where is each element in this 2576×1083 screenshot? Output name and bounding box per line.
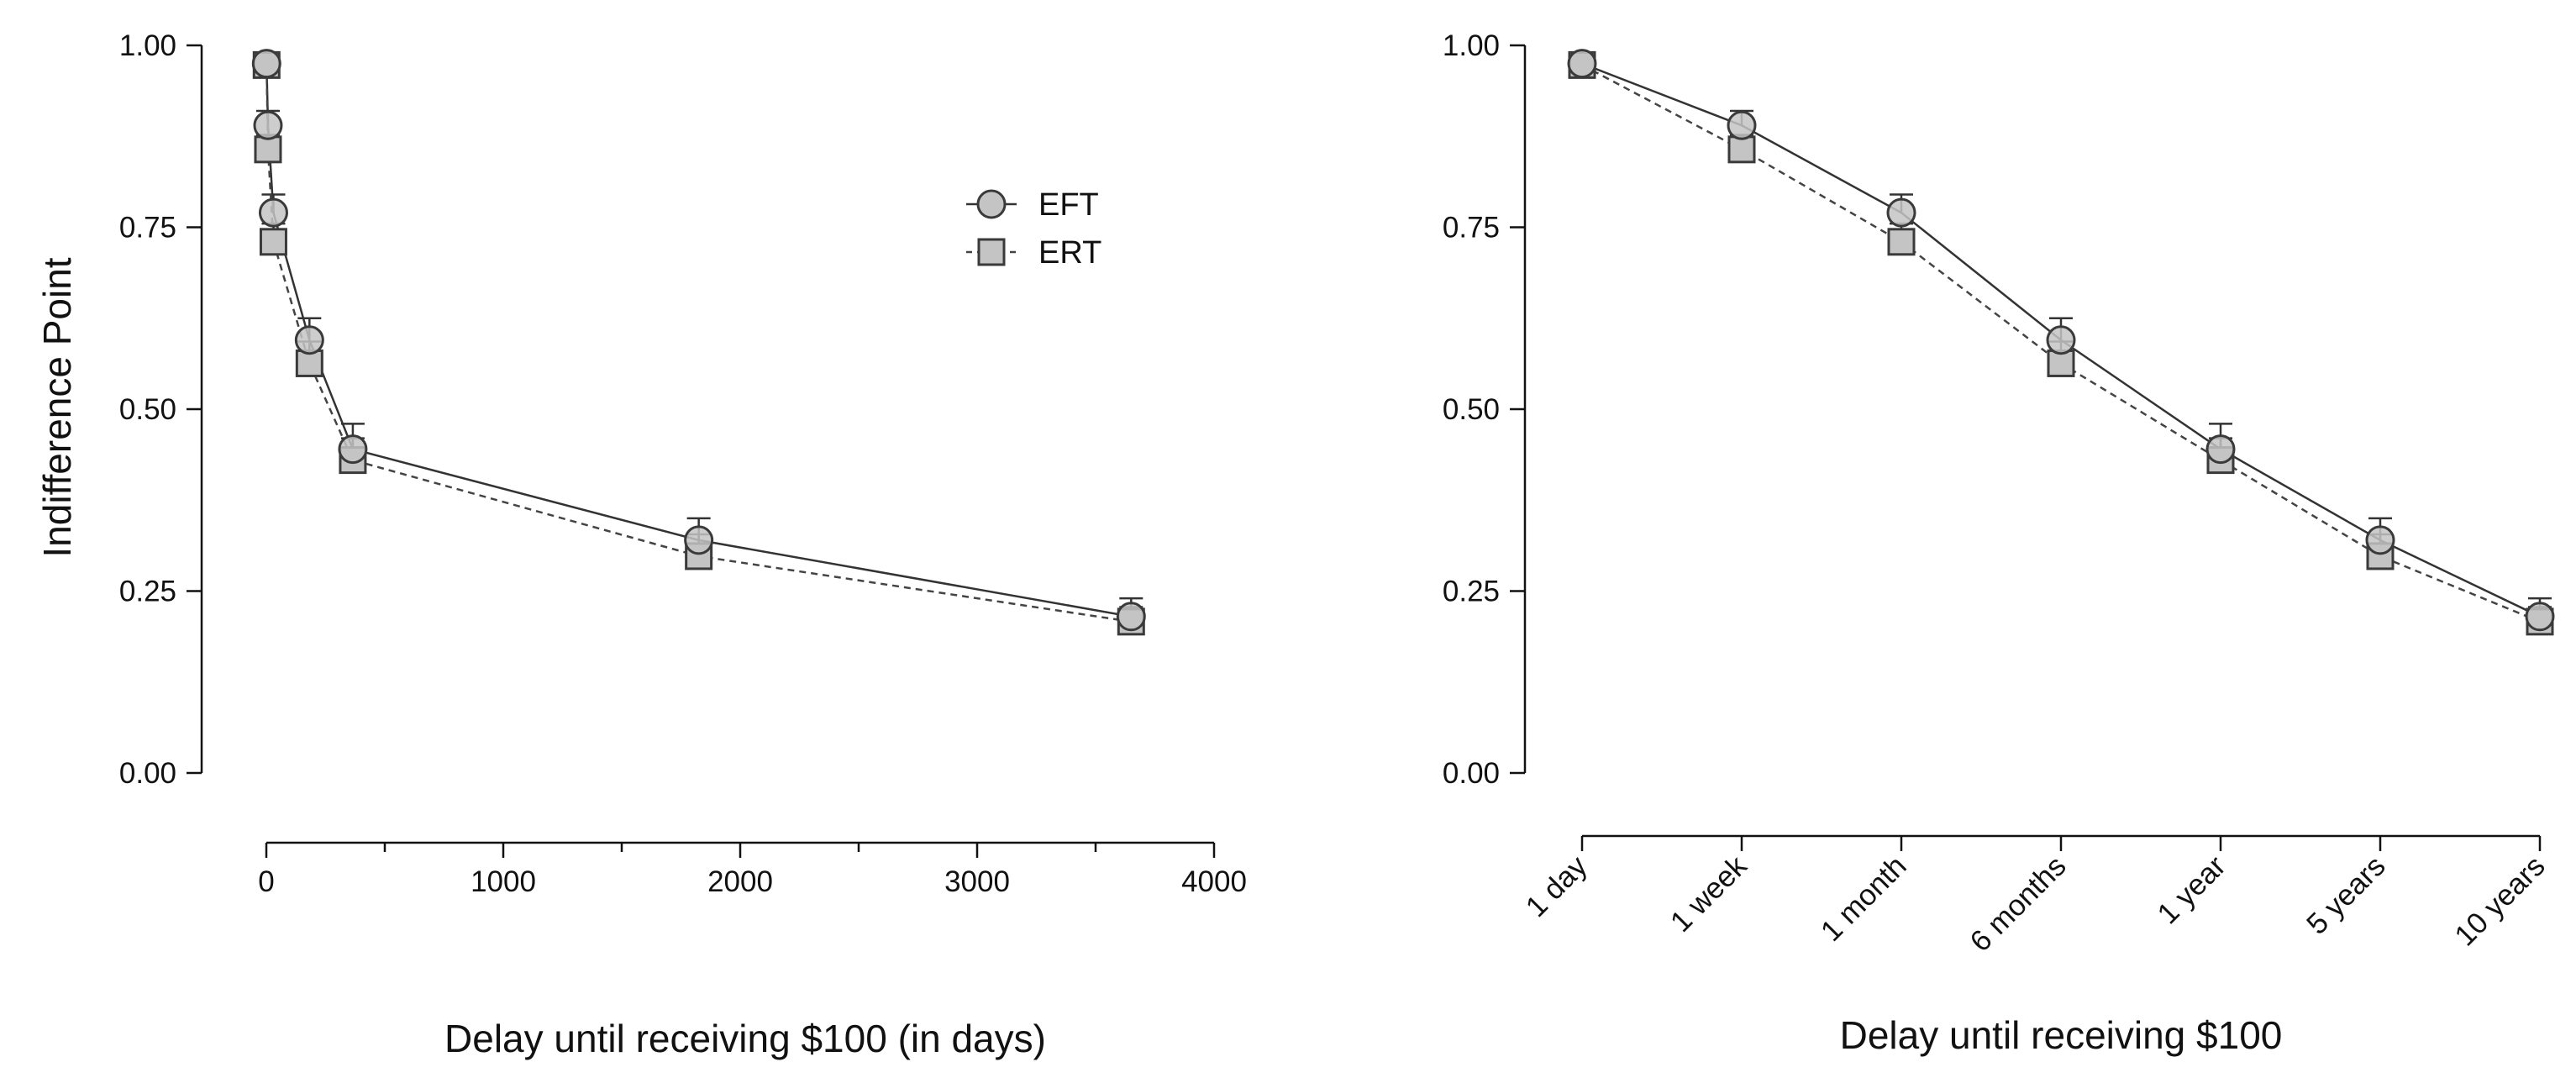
y-tick-label: 0.25 [119, 576, 176, 608]
data-point-eft [2525, 602, 2555, 632]
data-point-eft [1886, 197, 1916, 228]
y-tick-label: 0.00 [1443, 757, 1500, 790]
legend-label-ert: ERT [1038, 235, 1101, 271]
data-point-eft [2046, 325, 2076, 355]
data-point-ert [254, 135, 282, 164]
x-tick-label: 1 month [1815, 849, 1913, 948]
data-point-ert [2047, 349, 2075, 377]
x-tick-label: 4000 [1181, 865, 1247, 898]
x-tick-label: 0 [258, 865, 274, 898]
y-tick-label: 0.75 [119, 212, 176, 244]
data-point-ert [1727, 135, 1756, 164]
x-tick-label: 1 day [1520, 849, 1594, 923]
legend-circle-marker [976, 189, 1007, 219]
data-point-ert [1887, 228, 1916, 256]
legend-item-ert: ERT [966, 235, 1101, 271]
legend-label-eft: EFT [1038, 187, 1099, 223]
x-tick-label: 3000 [944, 865, 1010, 898]
y-tick-label: 1.00 [119, 29, 176, 62]
left-x-axis-title: Delay until receiving $100 (in days) [444, 1017, 1046, 1060]
right-x-axis-title: Delay until receiving $100 [1840, 1013, 2283, 1057]
data-point-eft [294, 325, 324, 355]
left-x-ticks: 0 1000 2000 3000 4000 [258, 843, 1247, 898]
y-tick-label: 0.25 [1443, 576, 1500, 608]
data-point-ert [259, 228, 287, 256]
y-tick-label: 1.00 [1443, 29, 1500, 62]
y-axis-title: Indifference Point [35, 257, 79, 557]
data-point-eft [1567, 49, 1597, 79]
legend-square-marker [977, 238, 1006, 266]
left-series [251, 49, 1146, 636]
right-x-ticks: 1 day 1 week 1 month 6 months 1 year 5 years 1… [1520, 836, 2552, 958]
right-panel: 0.00 0.25 0.50 0.75 1.00 1 day 1 week 1 month 6… [1443, 29, 2555, 1057]
data-point-eft [338, 434, 368, 465]
x-tick-label: 5 years [2300, 849, 2392, 941]
data-point-eft [2365, 525, 2395, 555]
legend-item-eft: EFT [966, 187, 1099, 223]
y-tick-label: 0.50 [119, 393, 176, 426]
y-tick-label: 0.50 [1443, 393, 1500, 426]
data-point-eft [258, 197, 288, 228]
y-tick-label: 0.75 [1443, 212, 1500, 244]
x-tick-label: 2000 [707, 865, 773, 898]
x-tick-label: 1 year [2151, 849, 2232, 931]
left-y-ticks: 0.00 0.25 0.50 0.75 1.00 [119, 29, 202, 790]
right-y-ticks: 0.00 0.25 0.50 0.75 1.00 [1443, 29, 1525, 790]
right-series [1567, 49, 2555, 636]
left-panel: 0.00 0.25 0.50 0.75 1.00 0 1000 2000 3000 4000 D… [119, 29, 1247, 1060]
data-point-eft [2205, 434, 2236, 465]
x-tick-label: 1000 [471, 865, 536, 898]
data-point-eft [1116, 602, 1146, 632]
x-tick-label: 6 months [1964, 849, 2072, 958]
x-tick-label: 1 week [1664, 849, 1753, 938]
x-tick-label: 10 years [2448, 849, 2552, 953]
data-point-eft [251, 49, 281, 79]
y-tick-label: 0.00 [119, 757, 176, 790]
data-point-eft [253, 110, 283, 140]
data-point-eft [684, 525, 714, 555]
data-point-eft [1727, 110, 1757, 140]
legend: EFT ERT [966, 187, 1101, 271]
